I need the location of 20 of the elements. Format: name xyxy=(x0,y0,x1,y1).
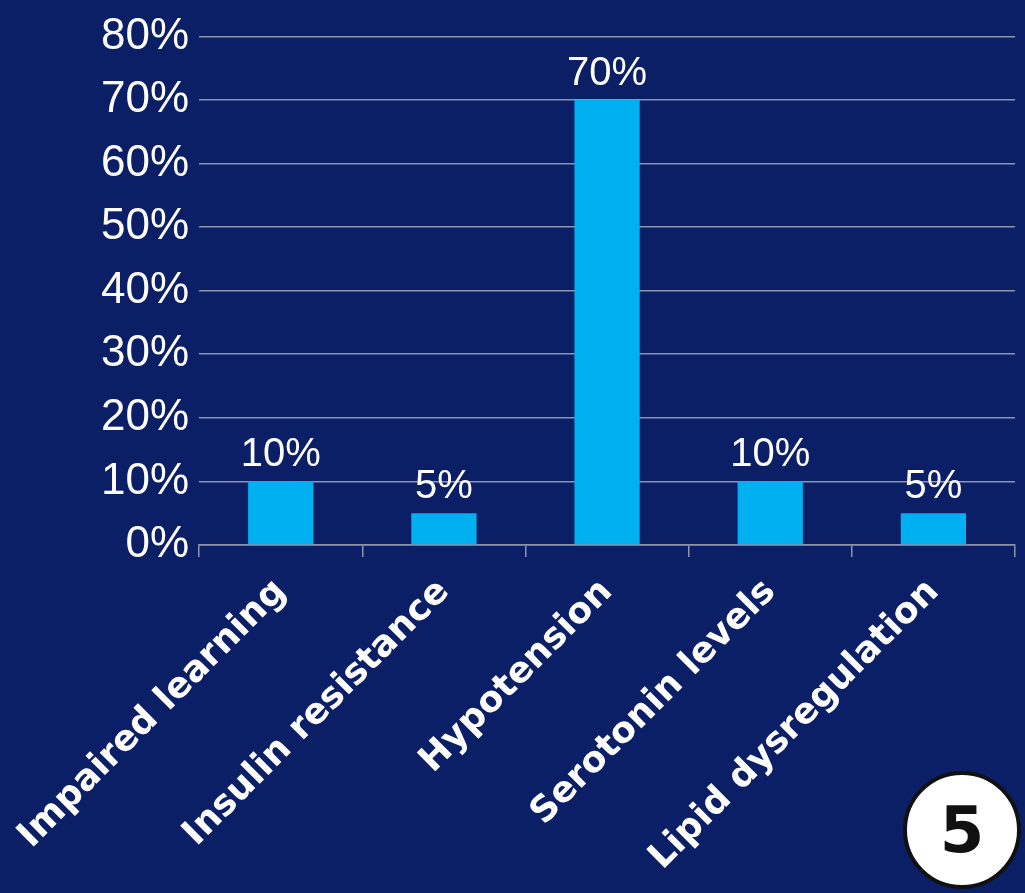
y-tick-label: 30% xyxy=(101,326,190,376)
data-label: 5% xyxy=(904,462,963,507)
data-label: 10% xyxy=(730,430,811,475)
y-tick-label: 10% xyxy=(101,453,190,503)
y-tick-label: 20% xyxy=(101,389,190,439)
bar xyxy=(900,513,967,545)
bar xyxy=(411,513,477,545)
bar xyxy=(737,481,803,545)
data-label: 10% xyxy=(240,430,321,475)
bar xyxy=(248,481,314,545)
y-tick-label: 60% xyxy=(101,135,190,185)
bar xyxy=(574,99,640,545)
y-tick-label: 40% xyxy=(101,262,190,312)
y-tick-label: 70% xyxy=(101,72,190,122)
data-label: 5% xyxy=(415,462,473,507)
y-tick-label: 0% xyxy=(125,517,190,567)
data-label: 70% xyxy=(567,49,648,93)
y-tick-label: 80% xyxy=(101,8,190,58)
text: 5 xyxy=(903,771,1021,889)
y-tick-label: 50% xyxy=(101,199,190,249)
